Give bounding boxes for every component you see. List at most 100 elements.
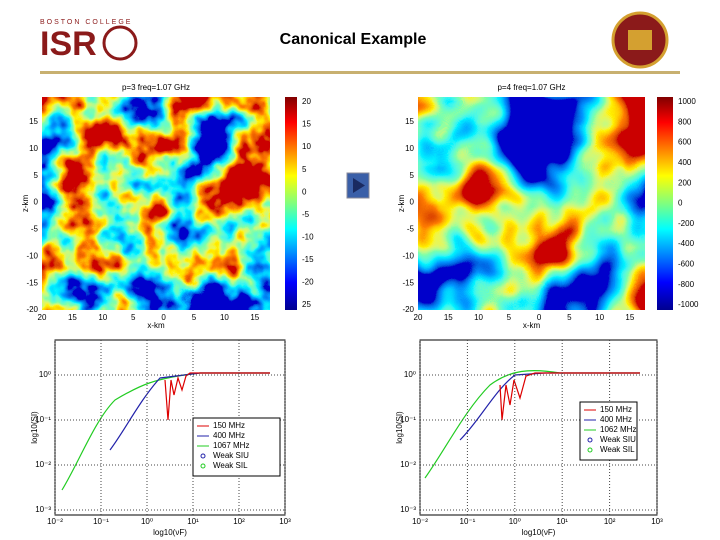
y-axis-label: z-km: [21, 195, 30, 213]
seal-shield: [628, 30, 652, 50]
y-tick-label: -10: [402, 251, 414, 260]
y-tick-label: 0: [410, 198, 415, 207]
y-tick-label: -20: [26, 305, 38, 314]
x-axis-label: log10(νF): [153, 528, 187, 537]
x-tick-label: 15: [68, 313, 77, 322]
y-tick-label: -20: [402, 305, 414, 314]
y-tick-label: -5: [31, 225, 39, 234]
legend-marker: [200, 453, 206, 459]
y-tick-label: 0: [34, 198, 39, 207]
colorbar-label: 200: [678, 178, 692, 187]
colorbar-label: 800: [678, 117, 692, 126]
y-tick-label: 10⁻²: [35, 460, 51, 469]
x-tick-label: 0: [161, 313, 166, 322]
legend-label: Weak SIL: [600, 445, 635, 454]
colorbar-label: -15: [302, 255, 314, 264]
y-tick-label: -10: [26, 251, 38, 260]
org-small: BOSTON COLLEGE: [40, 19, 132, 26]
y-tick-label: 15: [29, 117, 38, 126]
colorbar-label: 25: [302, 300, 311, 309]
heatmap: [42, 97, 270, 310]
y-tick-label: -15: [402, 278, 414, 287]
x-axis-label: x-km: [523, 321, 541, 330]
y-axis-label: log10(SI): [30, 411, 39, 444]
colorbar-label: 400: [678, 158, 692, 167]
legend-label: 400 MHz: [213, 431, 245, 440]
x-tick-label: 10¹: [556, 517, 568, 526]
legend-label: 1067 MHz: [213, 441, 249, 450]
colorbar-label: -600: [678, 260, 695, 269]
curves: [61, 369, 640, 491]
y-tick-label: 5: [410, 171, 415, 180]
colorbar-label: 600: [678, 138, 692, 147]
legend-label: Weak SIL: [213, 461, 248, 470]
y-axis-label: log10(SI): [395, 411, 404, 444]
legend-label: 400 MHz: [600, 415, 632, 424]
heatmap: [418, 97, 645, 310]
x-tick-label: 10: [98, 313, 107, 322]
x-tick-label: 10²: [233, 517, 245, 526]
y-tick-label: 10⁻¹: [35, 415, 51, 424]
y-tick-label: 10: [29, 144, 38, 153]
colorbar: [285, 97, 297, 310]
x-tick-label: 20: [414, 313, 423, 322]
map-title: p=4 freq=1.07 GHz: [497, 83, 565, 92]
x-tick-label: 5: [507, 313, 512, 322]
x-tick-label: 10¹: [187, 517, 199, 526]
x-tick-label: 15: [250, 313, 259, 322]
legend-box: [192, 417, 281, 477]
colorbar-label: -1000: [678, 300, 699, 309]
legend-marker: [587, 437, 593, 443]
x-tick-label: 10⁻¹: [460, 517, 476, 526]
map-title: p=3 freq=1.07 GHz: [122, 83, 190, 92]
y-axis-label: z-km: [397, 195, 406, 213]
x-tick-label: 0: [537, 313, 542, 322]
play-icon: [353, 178, 365, 193]
y-tick-label: 10⁻³: [35, 505, 51, 514]
x-axis-label: log10(νF): [522, 528, 556, 537]
colorbar-label: -400: [678, 239, 695, 248]
legend-label: Weak SIU: [213, 451, 249, 460]
x-tick-label: 15: [444, 313, 453, 322]
legend-label: 150 MHz: [213, 421, 245, 430]
y-tick-label: 15: [405, 117, 414, 126]
colorbar-label: -10: [302, 232, 314, 241]
x-tick-label: 10³: [651, 517, 663, 526]
globe-icon: [102, 25, 138, 61]
x-axis-label: x-km: [147, 321, 165, 330]
x-tick-label: 10: [220, 313, 229, 322]
header-rule: [40, 71, 680, 74]
colorbar-label: 1000: [678, 97, 696, 106]
colorbar-label: -200: [678, 219, 695, 228]
colorbar-label: 0: [302, 187, 307, 196]
y-tick-label: 10⁰: [39, 370, 51, 379]
y-tick-label: 10⁰: [404, 370, 416, 379]
legend-label: 1062 MHz: [600, 425, 636, 434]
x-tick-label: 10⁻¹: [93, 517, 109, 526]
x-tick-label: 10: [474, 313, 483, 322]
colorbar-label: 10: [302, 142, 311, 151]
x-tick-label: 10⁰: [509, 517, 521, 526]
legend-box: [579, 401, 638, 461]
x-tick-label: 20: [38, 313, 47, 322]
y-tick-label: -15: [26, 278, 38, 287]
x-tick-label: 10³: [279, 517, 291, 526]
colorbar-label: 0: [678, 199, 683, 208]
y-tick-label: -5: [407, 225, 415, 234]
y-tick-label: 10⁻²: [400, 460, 416, 469]
y-tick-label: 10: [405, 144, 414, 153]
y-tick-label: 10⁻¹: [400, 415, 416, 424]
colorbar: [657, 97, 673, 310]
x-tick-label: 10: [595, 313, 604, 322]
colorbar-label: -800: [678, 280, 695, 289]
colorbar-label: 20: [302, 97, 311, 106]
y-tick-label: 5: [34, 171, 39, 180]
colorbar-label: -5: [302, 210, 310, 219]
colorbar-label: 15: [302, 120, 311, 129]
y-tick-label: 10⁻³: [400, 505, 416, 514]
legend-label: Weak SIU: [600, 435, 636, 444]
x-tick-label: 5: [192, 313, 197, 322]
org-logo: ISR: [40, 25, 97, 63]
